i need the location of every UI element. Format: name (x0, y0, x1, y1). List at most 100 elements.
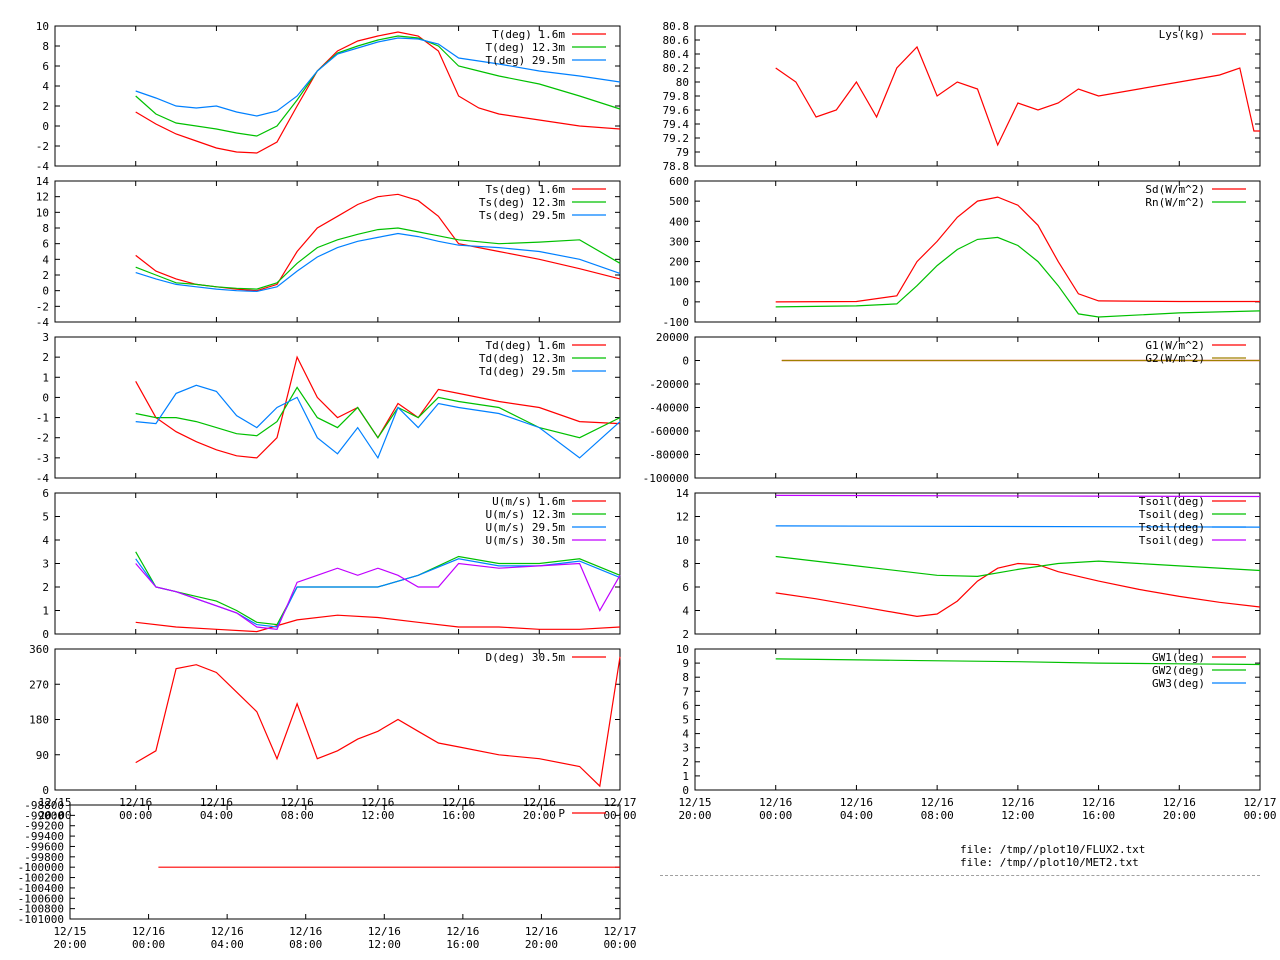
legend-label: T(deg) 1.6m (492, 28, 565, 41)
panel-t: -4 -2 0 2 4 6 8 10 T(deg) 1.6mT(deg) 12.3mT(deg)… (36, 20, 621, 173)
y-tick-label: 1 (682, 770, 689, 783)
series-line-tsoil-3 (775, 494, 1261, 498)
x-tick-label-date: 12/16 (368, 925, 401, 938)
x-tick-label-time: 08:00 (289, 938, 322, 951)
x-tick-label-time: 00:00 (1243, 809, 1276, 822)
x-tick-label-date: 12/16 (1082, 796, 1115, 809)
series-line-ts-1 (135, 227, 621, 290)
series-line-sd-0 (775, 196, 1260, 303)
y-tick-label: -100600 (18, 892, 64, 905)
x-tick-label-time: 12:00 (368, 938, 401, 951)
legend-label: G2(W/m^2) (1145, 352, 1205, 365)
series-line-tsoil-0 (775, 562, 1261, 618)
y-tick-label: -98800 (24, 799, 64, 812)
y-tick-label: 14 (36, 175, 50, 188)
x-tick-label-date: 12/16 (523, 796, 556, 809)
y-tick-label: -1 (36, 412, 49, 425)
y-tick-label: 0 (682, 296, 689, 309)
y-tick-label: 3 (682, 742, 689, 755)
y-tick-label: -2 (36, 300, 49, 313)
series-line-td-2 (135, 384, 621, 460)
y-tick-label: 20000 (656, 331, 689, 344)
y-tick-label: -4 (36, 472, 50, 485)
series-line-gw-1 (775, 658, 1261, 666)
panel-u: 0 1 2 3 4 5 6 U(m/s) 1.6mU(m/s) 12.3mU(m/s) 29.… (42, 487, 621, 641)
panel-frame (54, 180, 621, 323)
series-line-u-1 (135, 551, 621, 626)
legend-label: Tsoil(deg) (1139, 534, 1205, 547)
y-tick-label: 0 (682, 355, 689, 368)
legend-label: G1(W/m^2) (1145, 339, 1205, 352)
x-tick-label-date: 12/16 (840, 796, 873, 809)
x-tick-label-date: 12/16 (446, 925, 479, 938)
series-line-u-3 (135, 562, 621, 630)
y-tick-label: 79.8 (663, 90, 690, 103)
y-tick-label: 3 (42, 558, 49, 571)
x-tick-label-time: 16:00 (1082, 809, 1115, 822)
legend-label: Tsoil(deg) (1139, 508, 1205, 521)
x-tick-label-date: 12/16 (525, 925, 558, 938)
x-tick-label-time: 00:00 (132, 938, 165, 951)
x-tick-label-time: 20:00 (38, 809, 71, 822)
x-tick-label-date: 12/16 (211, 925, 244, 938)
y-tick-label: 0 (42, 391, 49, 404)
x-tick-label-time: 20:00 (525, 938, 558, 951)
legend-label: Td(deg) 1.6m (486, 339, 566, 352)
y-tick-label: 90 (36, 749, 49, 762)
x-tick-label-time: 08:00 (921, 809, 954, 822)
x-tick-label-date: 12/16 (289, 925, 322, 938)
y-tick-label: 0 (42, 285, 49, 298)
y-tick-label: 10 (36, 20, 49, 33)
series-line-t-2 (135, 37, 621, 117)
legend-label: GW1(deg) (1152, 651, 1205, 664)
y-tick-label: 80.4 (663, 48, 690, 61)
x-tick-label-time: 00:00 (759, 809, 792, 822)
x-tick-label-time: 16:00 (446, 938, 479, 951)
legend-label: T(deg) 12.3m (486, 41, 566, 54)
footer-file-1: file: /tmp//plot10/FLUX2.txt (960, 843, 1146, 856)
y-tick-label: 2 (682, 756, 689, 769)
x-tick-label-time: 20:00 (678, 809, 711, 822)
x-tick-label-time: 04:00 (200, 809, 233, 822)
x-tick-label-date: 12/16 (200, 796, 233, 809)
y-tick-label: 5 (682, 714, 689, 727)
legend-label: Ts(deg) 29.5m (479, 209, 565, 222)
panel-frame (54, 336, 621, 479)
legend-label: U(m/s) 1.6m (492, 495, 565, 508)
y-tick-label: 80.8 (663, 20, 690, 33)
y-tick-label: 1 (42, 371, 49, 384)
y-tick-label: -100400 (18, 882, 64, 895)
x-tick-label-time: 12:00 (1001, 809, 1034, 822)
y-tick-label: 80.6 (663, 34, 690, 47)
y-tick-label: 4 (682, 728, 689, 741)
y-tick-label: -100200 (18, 872, 64, 885)
y-tick-label: 1 (42, 605, 49, 618)
y-tick-label: 4 (42, 534, 49, 547)
x-tick-label-time: 20:00 (523, 809, 556, 822)
legend-label: Ts(deg) 12.3m (479, 196, 565, 209)
panel-sd: -100 0 100 200 300 400 500 600 Sd(W/m^2)Rn(W/m^2… (663, 175, 1261, 329)
legend-label: Rn(W/m^2) (1145, 196, 1205, 209)
panel-frame (54, 25, 621, 167)
series-line-lys-0 (775, 45, 1260, 147)
y-tick-label: 10 (676, 534, 689, 547)
y-tick-label: 6 (682, 581, 689, 594)
series-line-u-0 (135, 614, 621, 633)
y-tick-label: -99800 (24, 851, 64, 864)
y-tick-label: 500 (669, 195, 689, 208)
x-tick-label-date: 12/15 (38, 796, 71, 809)
y-tick-label: 2 (42, 100, 49, 113)
y-tick-label: 300 (669, 235, 689, 248)
x-tick-label-date: 12/15 (678, 796, 711, 809)
panel-frame (694, 180, 1261, 323)
x-tick-label-date: 12/16 (361, 796, 394, 809)
y-tick-label: 270 (29, 678, 49, 691)
y-tick-label: 100 (669, 276, 689, 289)
y-tick-label: 2 (42, 269, 49, 282)
y-tick-label: 0 (42, 120, 49, 133)
y-tick-label: 10 (36, 206, 49, 219)
x-tick-label-time: 20:00 (53, 938, 86, 951)
panel-lys: 78.87979.279.479.679.88080.280.480.680.8… (663, 20, 1261, 173)
y-tick-label: 8 (42, 222, 49, 235)
